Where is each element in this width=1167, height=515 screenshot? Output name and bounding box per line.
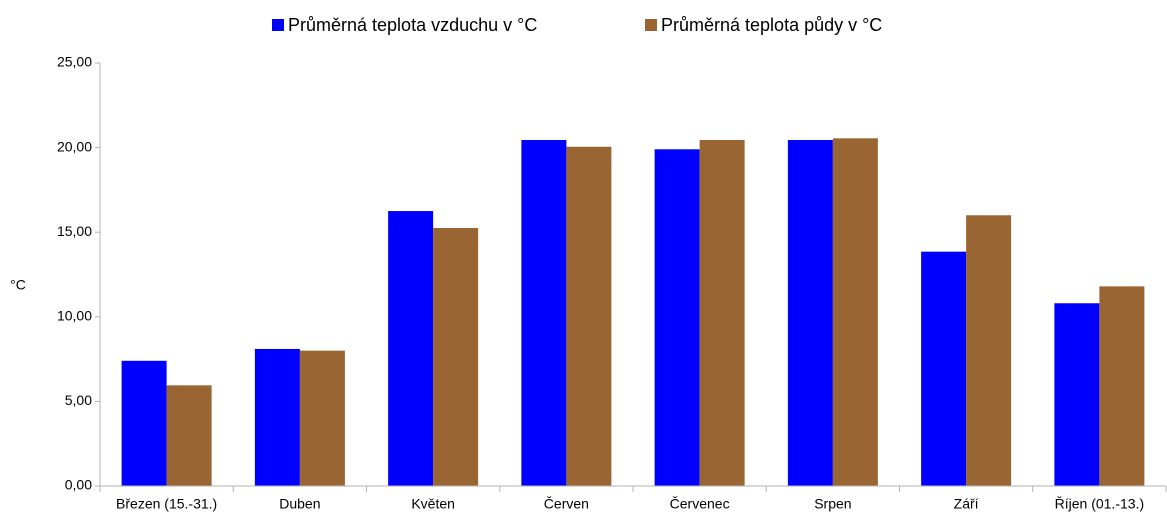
- bar: [521, 139, 567, 486]
- bar: [699, 139, 745, 486]
- bar: [121, 360, 167, 486]
- bar: [166, 385, 212, 486]
- y-tick-label: 20,00: [57, 138, 92, 154]
- y-axis-label: °C: [10, 277, 26, 293]
- bar: [1054, 303, 1100, 486]
- bar: [254, 348, 300, 486]
- legend-swatch: [272, 19, 284, 31]
- bar: [921, 251, 967, 486]
- bar: [433, 227, 479, 486]
- y-tick-label: 0,00: [65, 477, 92, 493]
- bar: [787, 139, 833, 486]
- x-tick-label: Červen: [544, 496, 589, 512]
- bar: [299, 350, 345, 486]
- y-tick-label: 5,00: [65, 392, 92, 408]
- bar: [1099, 286, 1145, 486]
- bar: [566, 146, 612, 486]
- x-tick-label: Březen (15.-31.): [116, 496, 217, 512]
- x-tick-label: Květen: [411, 496, 455, 512]
- bar: [388, 211, 434, 487]
- x-tick-label: Červenec: [670, 496, 730, 512]
- y-tick-label: 25,00: [57, 54, 92, 70]
- y-tick-label: 10,00: [57, 308, 92, 324]
- x-tick-label: Září: [954, 496, 979, 512]
- legend-label: Průměrná teplota vzduchu v °C: [288, 15, 537, 35]
- legend-label: Průměrná teplota půdy v °C: [661, 15, 882, 35]
- bar: [966, 215, 1012, 486]
- x-tick-label: Duben: [279, 496, 320, 512]
- bar: [654, 149, 700, 487]
- y-tick-label: 15,00: [57, 223, 92, 239]
- x-tick-label: Srpen: [814, 496, 851, 512]
- legend-swatch: [645, 19, 657, 31]
- x-tick-label: Říjen (01.-13.): [1055, 496, 1144, 512]
- bar: [832, 138, 878, 486]
